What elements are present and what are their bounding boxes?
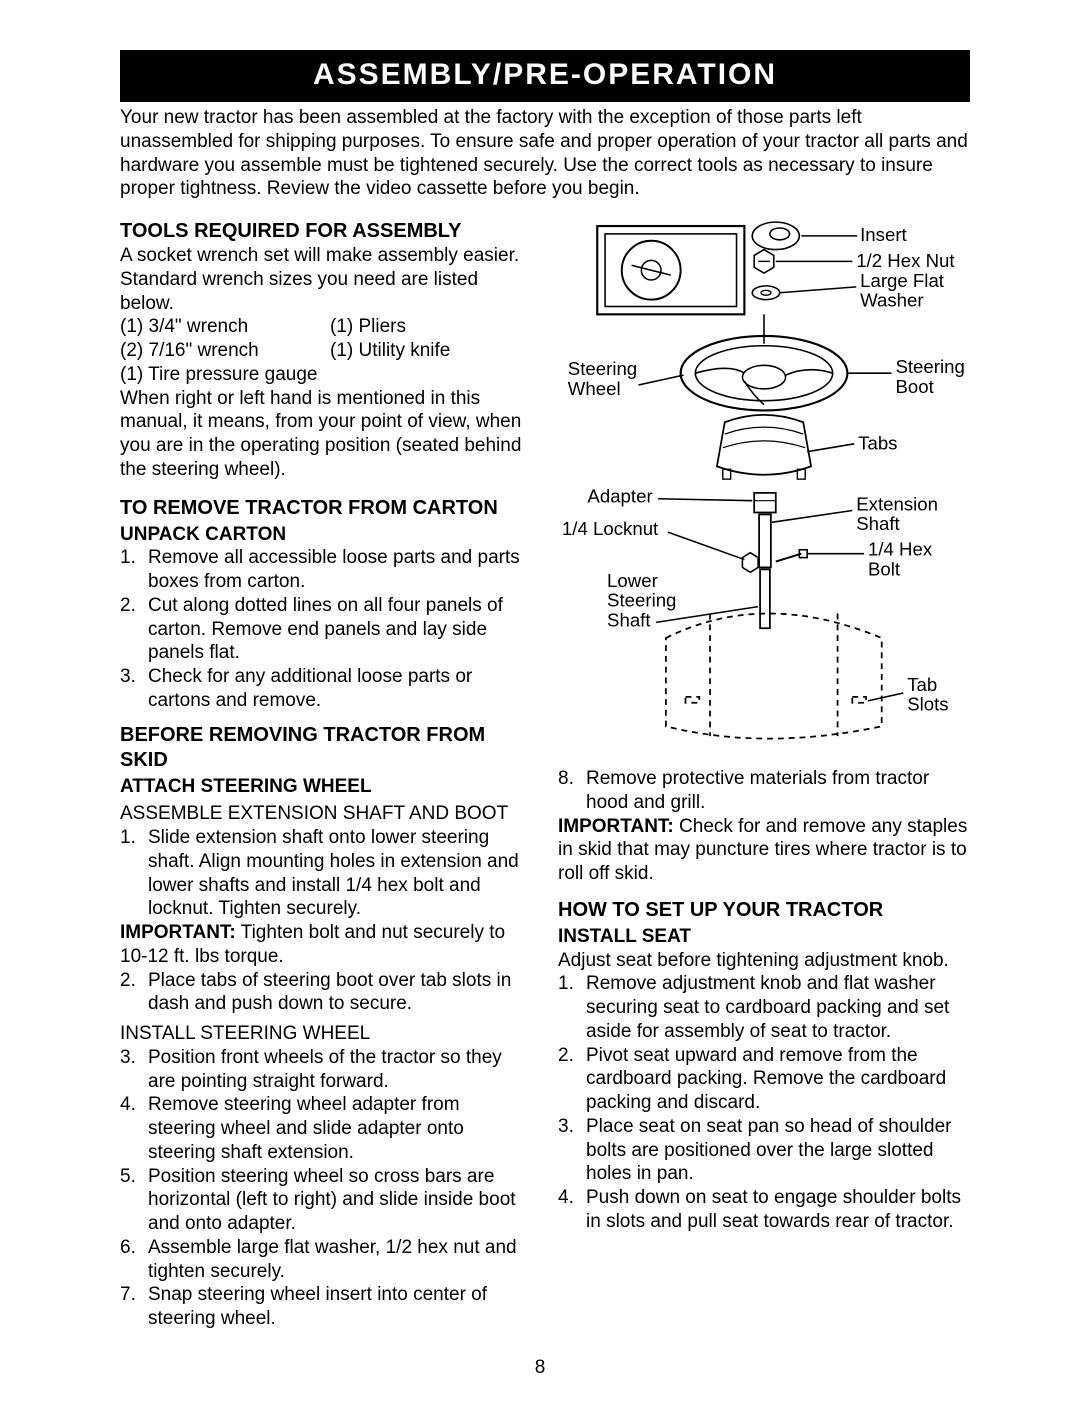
- steering-boot-icon: [717, 415, 811, 479]
- tool-item: (1) 3/4" wrench: [120, 315, 322, 339]
- label-extension-2: Shaft: [856, 513, 900, 534]
- tools-heading: TOOLS REQUIRED FOR ASSEMBLY: [120, 219, 532, 244]
- step-text: Cut along dotted lines on all four panel…: [146, 594, 532, 665]
- setup-heading: HOW TO SET UP YOUR TRACTOR: [558, 898, 970, 923]
- important-label: IMPORTANT:: [558, 816, 674, 837]
- label-locknut: 1/4 Locknut: [562, 518, 659, 539]
- important-note: IMPORTANT: Tighten bolt and nut securely…: [120, 921, 532, 969]
- tool-item: (2) 7/16" wrench: [120, 339, 322, 363]
- list-item: 4.Push down on seat to engage shoulder b…: [558, 1186, 970, 1234]
- label-lower-2: Steering: [607, 590, 676, 611]
- setup-lede: Adjust seat before tightening adjustment…: [558, 949, 970, 973]
- tool-item: (1) Pliers: [330, 315, 532, 339]
- list-item: 1.Remove all accessible loose parts and …: [120, 546, 532, 594]
- assemble-steps: 1.Slide extension shaft onto lower steer…: [120, 826, 532, 921]
- two-column-layout: TOOLS REQUIRED FOR ASSEMBLY A socket wre…: [120, 211, 970, 1331]
- label-insert: Insert: [860, 224, 907, 245]
- list-item: 2.Pivot seat upward and remove from the …: [558, 1044, 970, 1115]
- adapter-icon: [754, 493, 776, 513]
- list-item: 1.Remove adjustment knob and flat washer…: [558, 972, 970, 1043]
- step-text: Place seat on seat pan so head of should…: [584, 1115, 970, 1186]
- label-hex-bolt-2: Bolt: [868, 558, 901, 579]
- unpack-steps: 1.Remove all accessible loose parts and …: [120, 546, 532, 712]
- step-text: Assemble large flat washer, 1/2 hex nut …: [146, 1236, 532, 1284]
- list-item: 3.Check for any additional loose parts o…: [120, 665, 532, 713]
- install-seat-subheading: INSTALL SEAT: [558, 925, 970, 949]
- locknut-icon: [742, 553, 758, 573]
- steering-wheel-icon: [681, 336, 848, 411]
- label-hex-bolt-1: 1/4 Hex: [868, 539, 933, 560]
- label-steering-boot-2: Boot: [895, 376, 934, 397]
- list-item: 2.Place tabs of steering boot over tab s…: [120, 969, 532, 1017]
- step-text: Remove adjustment knob and flat washer s…: [584, 972, 970, 1043]
- attach-subheading: ATTACH STEERING WHEEL: [120, 775, 532, 799]
- tool-item: (1) Tire pressure gauge: [120, 363, 322, 387]
- remove-heading: TO REMOVE TRACTOR FROM CARTON: [120, 496, 532, 521]
- step-text: Push down on seat to engage shoulder bol…: [584, 1186, 970, 1234]
- label-adapter: Adapter: [587, 486, 652, 507]
- label-extension-1: Extension: [856, 494, 938, 515]
- manual-page: ASSEMBLY/PRE-OPERATION Your new tractor …: [0, 0, 1080, 1403]
- label-lower-1: Lower: [607, 570, 658, 591]
- step-text: Remove protective materials from tractor…: [584, 767, 970, 815]
- important-label: IMPORTANT:: [120, 922, 236, 943]
- list-item: 4.Remove steering wheel adapter from ste…: [120, 1093, 532, 1164]
- step-text: Place tabs of steering boot over tab slo…: [146, 969, 532, 1017]
- insert-icon: [752, 222, 857, 249]
- tool-item: [330, 363, 532, 387]
- label-flat-washer-1: Large Flat: [860, 270, 945, 291]
- label-steering-boot-1: Steering: [895, 356, 964, 377]
- right-step8: 8.Remove protective materials from tract…: [558, 767, 970, 815]
- label-flat-washer-2: Washer: [860, 289, 923, 310]
- lower-shaft-icon: [760, 569, 770, 628]
- assemble-line: ASSEMBLE EXTENSION SHAFT AND BOOT: [120, 802, 532, 826]
- dash-panel-icon: [666, 614, 882, 739]
- label-steering-wheel-1: Steering: [568, 358, 637, 379]
- label-tab-slots-2: Slots: [907, 694, 948, 715]
- list-item: 3.Place seat on seat pan so head of shou…: [558, 1115, 970, 1186]
- step-text: Slide extension shaft onto lower steerin…: [146, 826, 532, 921]
- label-tab-slots-1: Tab: [907, 674, 937, 695]
- step-text: Position front wheels of the tractor so …: [146, 1046, 532, 1094]
- right-important: IMPORTANT: Check for and remove any stap…: [558, 815, 970, 886]
- list-item: 8.Remove protective materials from tract…: [558, 767, 970, 815]
- assemble-steps-b: 2.Place tabs of steering boot over tab s…: [120, 969, 532, 1017]
- step-text: Snap steering wheel insert into center o…: [146, 1283, 532, 1331]
- extension-shaft-icon: [759, 514, 771, 567]
- hand-note: When right or left hand is mentioned in …: [120, 387, 532, 482]
- step-text: Position steering wheel so cross bars ar…: [146, 1165, 532, 1236]
- install-steps: 3.Position front wheels of the tractor s…: [120, 1046, 532, 1331]
- step-text: Pivot seat upward and remove from the ca…: [584, 1044, 970, 1115]
- page-number: 8: [0, 1357, 1080, 1379]
- list-item: 6.Assemble large flat washer, 1/2 hex nu…: [120, 1236, 532, 1284]
- list-item: 1.Slide extension shaft onto lower steer…: [120, 826, 532, 921]
- label-lower-3: Shaft: [607, 609, 651, 630]
- step-text: Remove all accessible loose parts and pa…: [146, 546, 532, 594]
- list-item: 5.Position steering wheel so cross bars …: [120, 1165, 532, 1236]
- list-item: 7.Snap steering wheel insert into center…: [120, 1283, 532, 1331]
- right-column: Insert: [558, 211, 970, 1331]
- label-tabs: Tabs: [858, 433, 897, 454]
- page-banner: ASSEMBLY/PRE-OPERATION: [120, 50, 970, 102]
- diagram-svg: Insert: [558, 211, 970, 761]
- before-heading: BEFORE REMOVING TRACTOR FROM SKID: [120, 723, 532, 773]
- left-column: TOOLS REQUIRED FOR ASSEMBLY A socket wre…: [120, 211, 532, 1331]
- install-line: INSTALL STEERING WHEEL: [120, 1022, 532, 1046]
- install-seat-steps: 1.Remove adjustment knob and flat washer…: [558, 972, 970, 1233]
- hex-bolt-icon: [776, 550, 807, 562]
- list-item: 2.Cut along dotted lines on all four pan…: [120, 594, 532, 665]
- step-text: Check for any additional loose parts or …: [146, 665, 532, 713]
- list-item: 3.Position front wheels of the tractor s…: [120, 1046, 532, 1094]
- intro-paragraph: Your new tractor has been assembled at t…: [120, 106, 970, 201]
- tool-item: (1) Utility knife: [330, 339, 532, 363]
- step-text: Remove steering wheel adapter from steer…: [146, 1093, 532, 1164]
- tools-list: (1) 3/4" wrench (1) Pliers (2) 7/16" wre…: [120, 315, 532, 386]
- label-hex-nut: 1/2 Hex Nut: [856, 250, 955, 271]
- steering-diagram: Insert: [558, 211, 970, 761]
- label-steering-wheel-2: Wheel: [568, 378, 621, 399]
- unpack-subheading: UNPACK CARTON: [120, 523, 532, 547]
- tools-lede: A socket wrench set will make assembly e…: [120, 244, 532, 315]
